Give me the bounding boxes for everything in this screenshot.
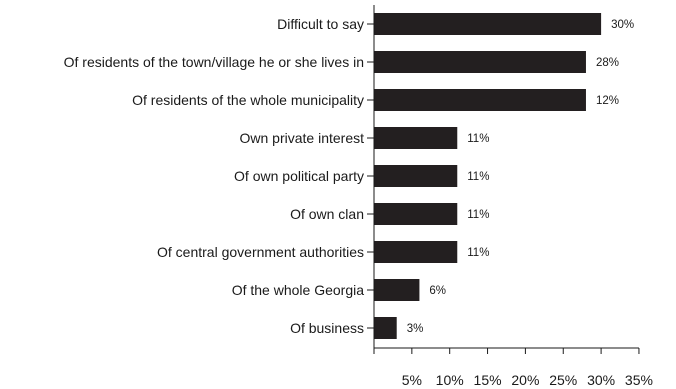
bar <box>374 13 602 35</box>
value-label: 11% <box>467 247 489 259</box>
x-tick-label: 5% <box>402 372 422 388</box>
category-label: Of own political party <box>234 168 364 184</box>
value-label: 3% <box>407 323 424 335</box>
value-label: 11% <box>467 171 489 183</box>
bar <box>374 89 586 111</box>
bar <box>374 203 458 225</box>
category-label: Of residents of the town/village he or s… <box>64 54 364 70</box>
value-label: 12% <box>596 95 619 107</box>
x-tick-label: 20% <box>511 372 539 388</box>
value-label: 6% <box>429 285 446 297</box>
x-tick-label: 30% <box>587 372 615 388</box>
x-ticks-group: 5% 10% 15% 20% 25% 30% 35% <box>373 348 653 388</box>
value-label: 11% <box>467 133 489 145</box>
category-label: Own private interest <box>240 130 365 146</box>
category-label: Difficult to say <box>277 16 364 32</box>
bar <box>374 279 420 301</box>
category-labels-group: Difficult to say Of residents of the town… <box>64 16 374 336</box>
value-label: 28% <box>596 57 619 69</box>
x-tick-label: 10% <box>436 372 464 388</box>
category-label: Of the whole Georgia <box>232 282 365 298</box>
bar <box>374 241 458 263</box>
x-tick-label: 35% <box>625 372 653 388</box>
value-labels-group: 30% 28% 12% 11% 11% 11% 11% 6% 3% <box>407 19 634 335</box>
value-label: 11% <box>467 209 489 221</box>
bar <box>374 127 458 149</box>
category-label: Of residents of the whole municipality <box>132 92 364 108</box>
category-label: Of business <box>290 320 364 336</box>
bar <box>374 51 586 73</box>
category-label: Of own clan <box>290 206 364 222</box>
x-tick-label: 25% <box>549 372 577 388</box>
bar <box>374 165 458 187</box>
value-label: 30% <box>611 19 634 31</box>
bar <box>374 317 397 339</box>
category-label: Of central government authorities <box>157 244 364 260</box>
x-tick-label: 15% <box>474 372 502 388</box>
bars-group <box>374 13 602 339</box>
